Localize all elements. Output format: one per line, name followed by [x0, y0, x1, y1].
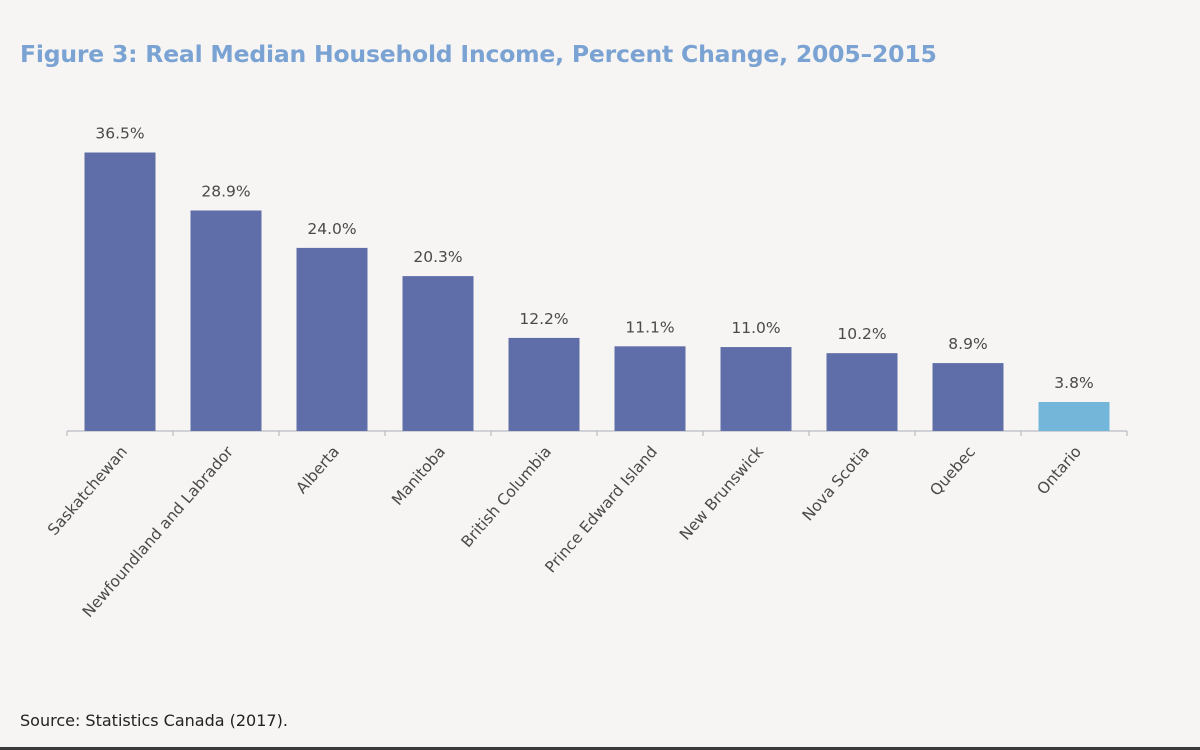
bar-new-brunswick — [720, 347, 792, 431]
bar-prince-edward-island — [614, 346, 686, 431]
bar-british-columbia — [508, 337, 580, 431]
category-label: Alberta — [293, 443, 343, 497]
bar-newfoundland-and-labrador — [190, 210, 262, 431]
bar-value-label: 36.5% — [95, 125, 144, 143]
category-label: Ontario — [1034, 443, 1085, 498]
source-note: Source: Statistics Canada (2017). — [20, 711, 288, 730]
bar-manitoba — [402, 276, 474, 431]
category-label: Prince Edward Island — [542, 443, 661, 577]
bar-value-label: 3.8% — [1054, 374, 1093, 392]
category-label: New Brunswick — [676, 443, 767, 544]
bar-value-label: 20.3% — [413, 248, 462, 266]
category-label: Manitoba — [388, 443, 449, 509]
bar-value-label: 12.2% — [519, 310, 568, 328]
bar-value-label: 11.1% — [625, 318, 674, 336]
bar-saskatchewan — [84, 152, 156, 431]
bar-value-label: 8.9% — [948, 335, 987, 353]
category-label: Quebec — [926, 443, 979, 500]
category-label: Nova Scotia — [799, 443, 873, 525]
bar-ontario — [1038, 402, 1110, 431]
bar-nova-scotia — [826, 353, 898, 431]
bar-alberta — [296, 247, 368, 431]
bar-value-label: 28.9% — [201, 182, 250, 200]
category-label: Saskatchewan — [44, 443, 131, 539]
bar-quebec — [932, 363, 1004, 431]
category-label: British Columbia — [458, 443, 555, 551]
bar-value-label: 24.0% — [307, 220, 356, 238]
page-bottom-edge — [0, 747, 1200, 750]
bar-value-label: 10.2% — [837, 325, 886, 343]
bar-value-label: 11.0% — [731, 319, 780, 337]
chart-title: Figure 3: Real Median Household Income, … — [20, 40, 937, 68]
